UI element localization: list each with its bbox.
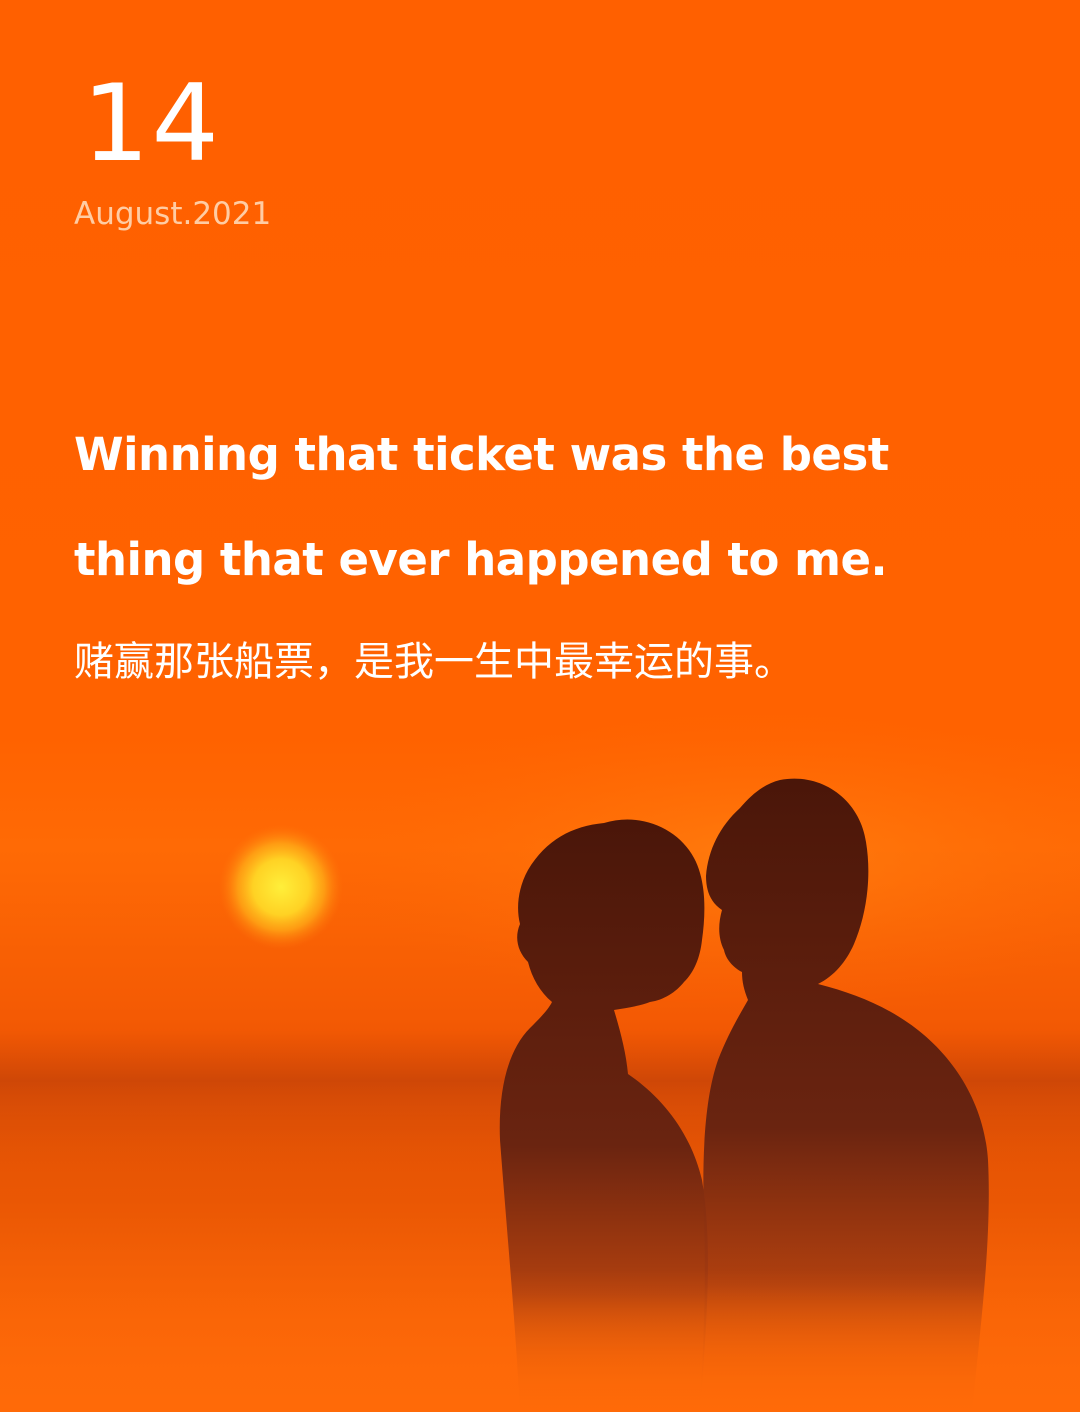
- date-day: 14: [82, 62, 221, 185]
- quote-english-line-2: thing that ever happened to me.: [74, 533, 888, 586]
- date-month-year: August.2021: [74, 196, 272, 232]
- quote-chinese: 赌赢那张船票，是我一生中最幸运的事。: [74, 639, 794, 685]
- quote-english-line-1: Winning that ticket was the best: [74, 428, 889, 481]
- couple-silhouette: [499, 778, 989, 1412]
- quote-english: Winning that ticket was the best thing t…: [74, 402, 1014, 612]
- sun: [219, 825, 343, 949]
